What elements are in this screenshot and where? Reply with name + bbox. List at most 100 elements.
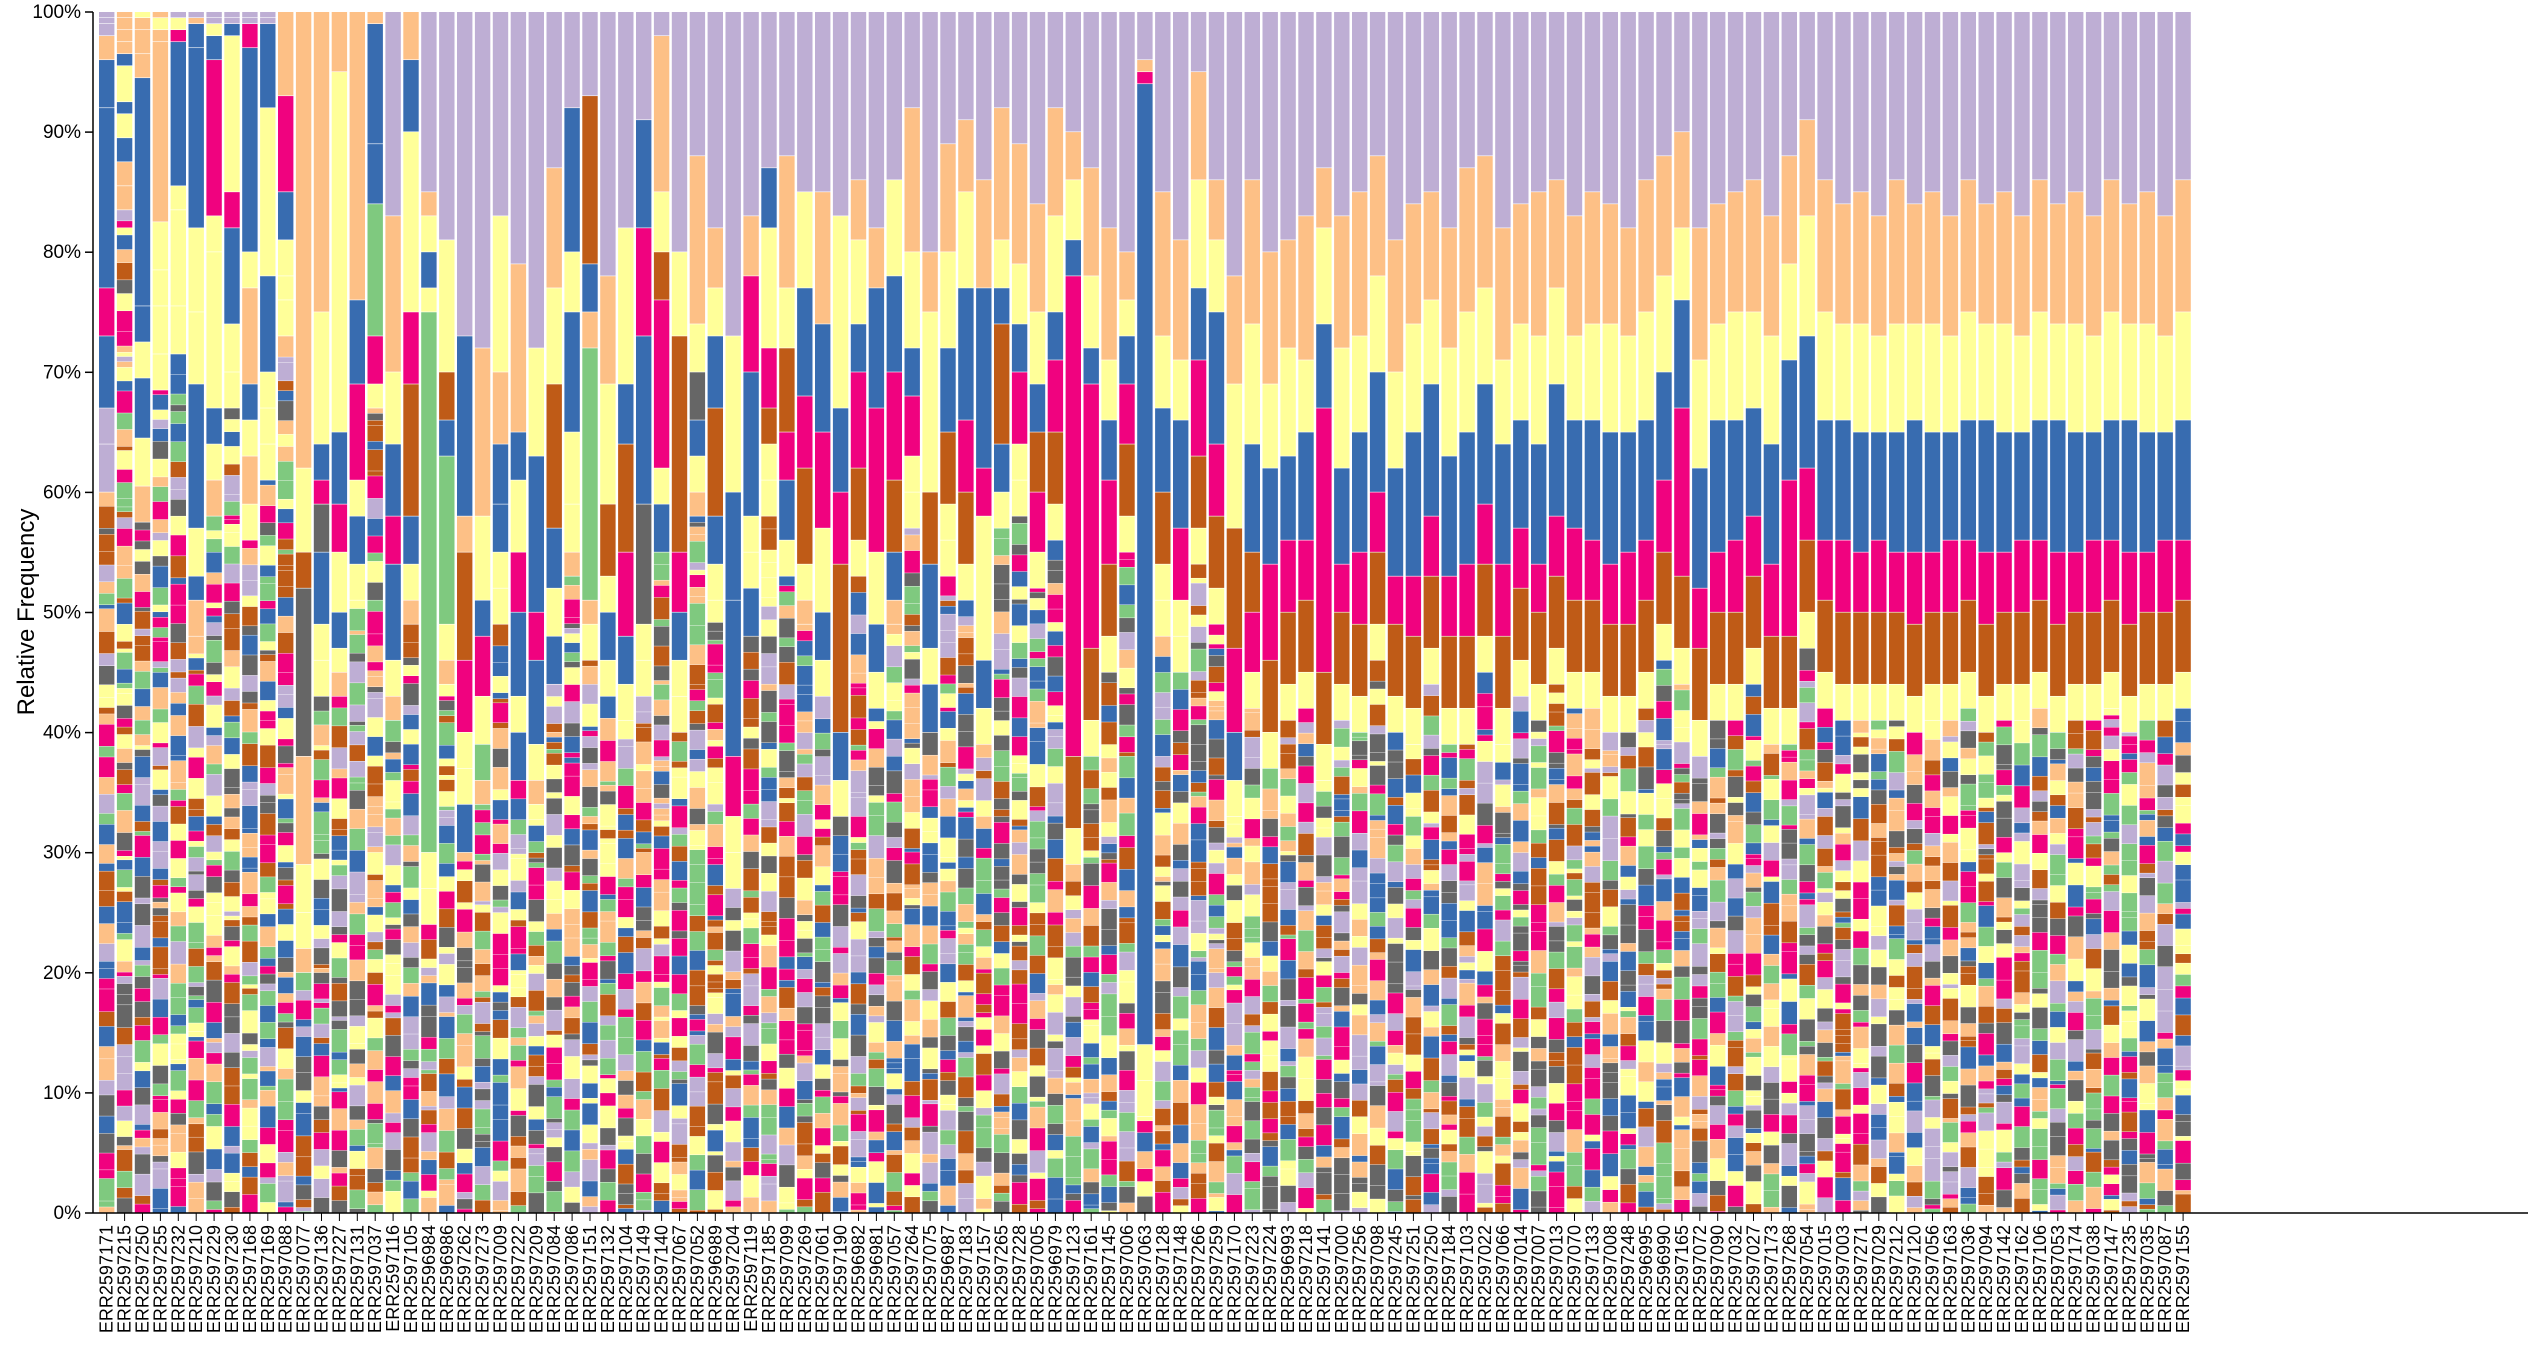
bar-segment-minor	[1566, 925, 1583, 942]
bar-segment-minor	[528, 1106, 544, 1120]
bar-segment-minor	[1334, 1006, 1350, 1012]
bar-segment-minor	[779, 1088, 795, 1107]
bar-segment-minor	[116, 381, 133, 391]
bar-segment-minor	[1262, 1014, 1278, 1032]
bar-segment-minor	[1548, 885, 1565, 903]
bar-segment-minor	[349, 721, 365, 726]
bar-segment-minor	[1083, 1182, 1099, 1194]
bar-segment-minor	[1459, 885, 1475, 901]
bar-segment	[1244, 324, 1260, 444]
bar-segment-minor	[367, 1147, 383, 1169]
bar-segment-minor	[224, 650, 240, 667]
bar-segment-minor	[1119, 632, 1135, 650]
bar-segment-minor	[1781, 859, 1797, 865]
bar-segment-minor	[1799, 893, 1815, 900]
bar-segment-minor	[1065, 1037, 1081, 1056]
bar-segment-minor	[1011, 1071, 1028, 1087]
bar-segment-minor	[1799, 1101, 1815, 1106]
bar-segment-minor	[1226, 1173, 1243, 1195]
bar-segment-minor	[850, 1182, 867, 1193]
bar-segment-minor	[671, 994, 688, 1011]
bar-segment-minor	[582, 824, 598, 830]
bar-segment-minor	[1352, 881, 1368, 904]
bar-segment-minor	[1835, 1052, 1851, 1056]
bar-segment-minor	[474, 912, 491, 931]
bar-segment-minor	[1423, 1174, 1439, 1193]
bar-segment	[528, 744, 544, 781]
bar-segment-minor	[779, 662, 795, 685]
bar-segment	[1531, 192, 1547, 336]
bar-ERR2597204	[725, 12, 741, 1213]
bar-segment-minor	[725, 930, 741, 951]
bar-segment-minor	[832, 1175, 849, 1182]
bar-segment-minor	[743, 1015, 759, 1024]
bar-segment-minor	[832, 876, 849, 895]
bar-segment-minor	[1584, 1201, 1601, 1213]
bar-segment-minor	[653, 848, 670, 869]
bar-segment-minor	[242, 833, 258, 848]
bar-segment-minor	[1513, 951, 1529, 961]
bar-segment-minor	[1173, 1162, 1189, 1179]
bar-segment-minor	[797, 666, 813, 685]
bar-segment-minor	[224, 722, 240, 738]
bar-segment-minor	[1531, 1048, 1547, 1061]
bar-segment-minor	[1799, 865, 1815, 882]
bar-segment-minor	[1387, 1053, 1404, 1065]
bar-segment-minor	[1477, 672, 1493, 694]
bar-segment-minor	[403, 1181, 419, 1199]
bar-segment-minor	[1620, 1169, 1636, 1185]
bar-segment-minor	[815, 937, 831, 950]
bar-segment-minor	[1226, 976, 1243, 985]
bar-segment-minor	[1029, 1076, 1046, 1097]
bar-segment-minor	[1155, 992, 1171, 1014]
bar-segment-minor	[832, 1059, 849, 1067]
bar-segment-minor	[850, 688, 867, 696]
bar-segment-minor	[457, 1174, 473, 1193]
bar-segment-minor	[152, 999, 169, 1017]
bar-segment-minor	[242, 1044, 258, 1051]
bar-segment-minor	[850, 984, 867, 1004]
bar-segment-minor	[1369, 820, 1386, 829]
bar-segment	[1459, 432, 1475, 564]
bar-ERR2597224	[1262, 12, 1278, 1213]
bar-segment-minor	[1763, 819, 1780, 826]
bar-segment-minor	[1584, 1001, 1601, 1018]
bar-segment-minor	[546, 696, 562, 707]
bar-segment-minor	[278, 390, 294, 401]
bar-segment	[1405, 432, 1422, 576]
bar-segment-minor	[582, 830, 598, 850]
bar-segment-minor	[1513, 933, 1529, 951]
bar-segment-minor	[1119, 649, 1135, 668]
bar-segment-minor	[224, 754, 240, 769]
bar-segment-minor	[331, 696, 348, 708]
bar-segment-minor	[922, 872, 938, 883]
bar-segment-minor	[958, 1111, 974, 1131]
bar-segment-minor	[582, 944, 598, 959]
bar-segment-minor	[224, 896, 240, 912]
bar-segment-minor	[1745, 781, 1762, 793]
bar-segment-minor	[403, 866, 419, 888]
bar-segment-minor	[815, 785, 831, 805]
bar-segment-minor	[1459, 1017, 1475, 1038]
bar-segment-minor	[725, 1142, 741, 1161]
bar-segment	[922, 492, 938, 564]
bar-segment-minor	[152, 908, 169, 916]
bar-segment-minor	[1208, 1110, 1225, 1128]
bar-segment-minor	[1280, 753, 1296, 769]
bar-segment	[1101, 360, 1117, 420]
bar-segment-minor	[1262, 863, 1278, 879]
bar-segment	[636, 120, 652, 228]
bar-segment	[385, 696, 401, 720]
bar-segment	[1387, 240, 1404, 372]
bar-segment-minor	[1316, 948, 1332, 958]
bar-segment-minor	[152, 532, 169, 541]
bar-segment-minor	[600, 956, 616, 961]
bar-segment-minor	[1656, 1042, 1672, 1064]
bar-segment-minor	[1047, 583, 1064, 595]
bar-segment	[761, 228, 777, 348]
bar-segment	[403, 12, 419, 60]
bar-segment	[206, 252, 222, 408]
bar-segment-minor	[1763, 1132, 1780, 1145]
bar-segment-minor	[367, 692, 383, 699]
bar-segment-minor	[671, 1036, 688, 1048]
